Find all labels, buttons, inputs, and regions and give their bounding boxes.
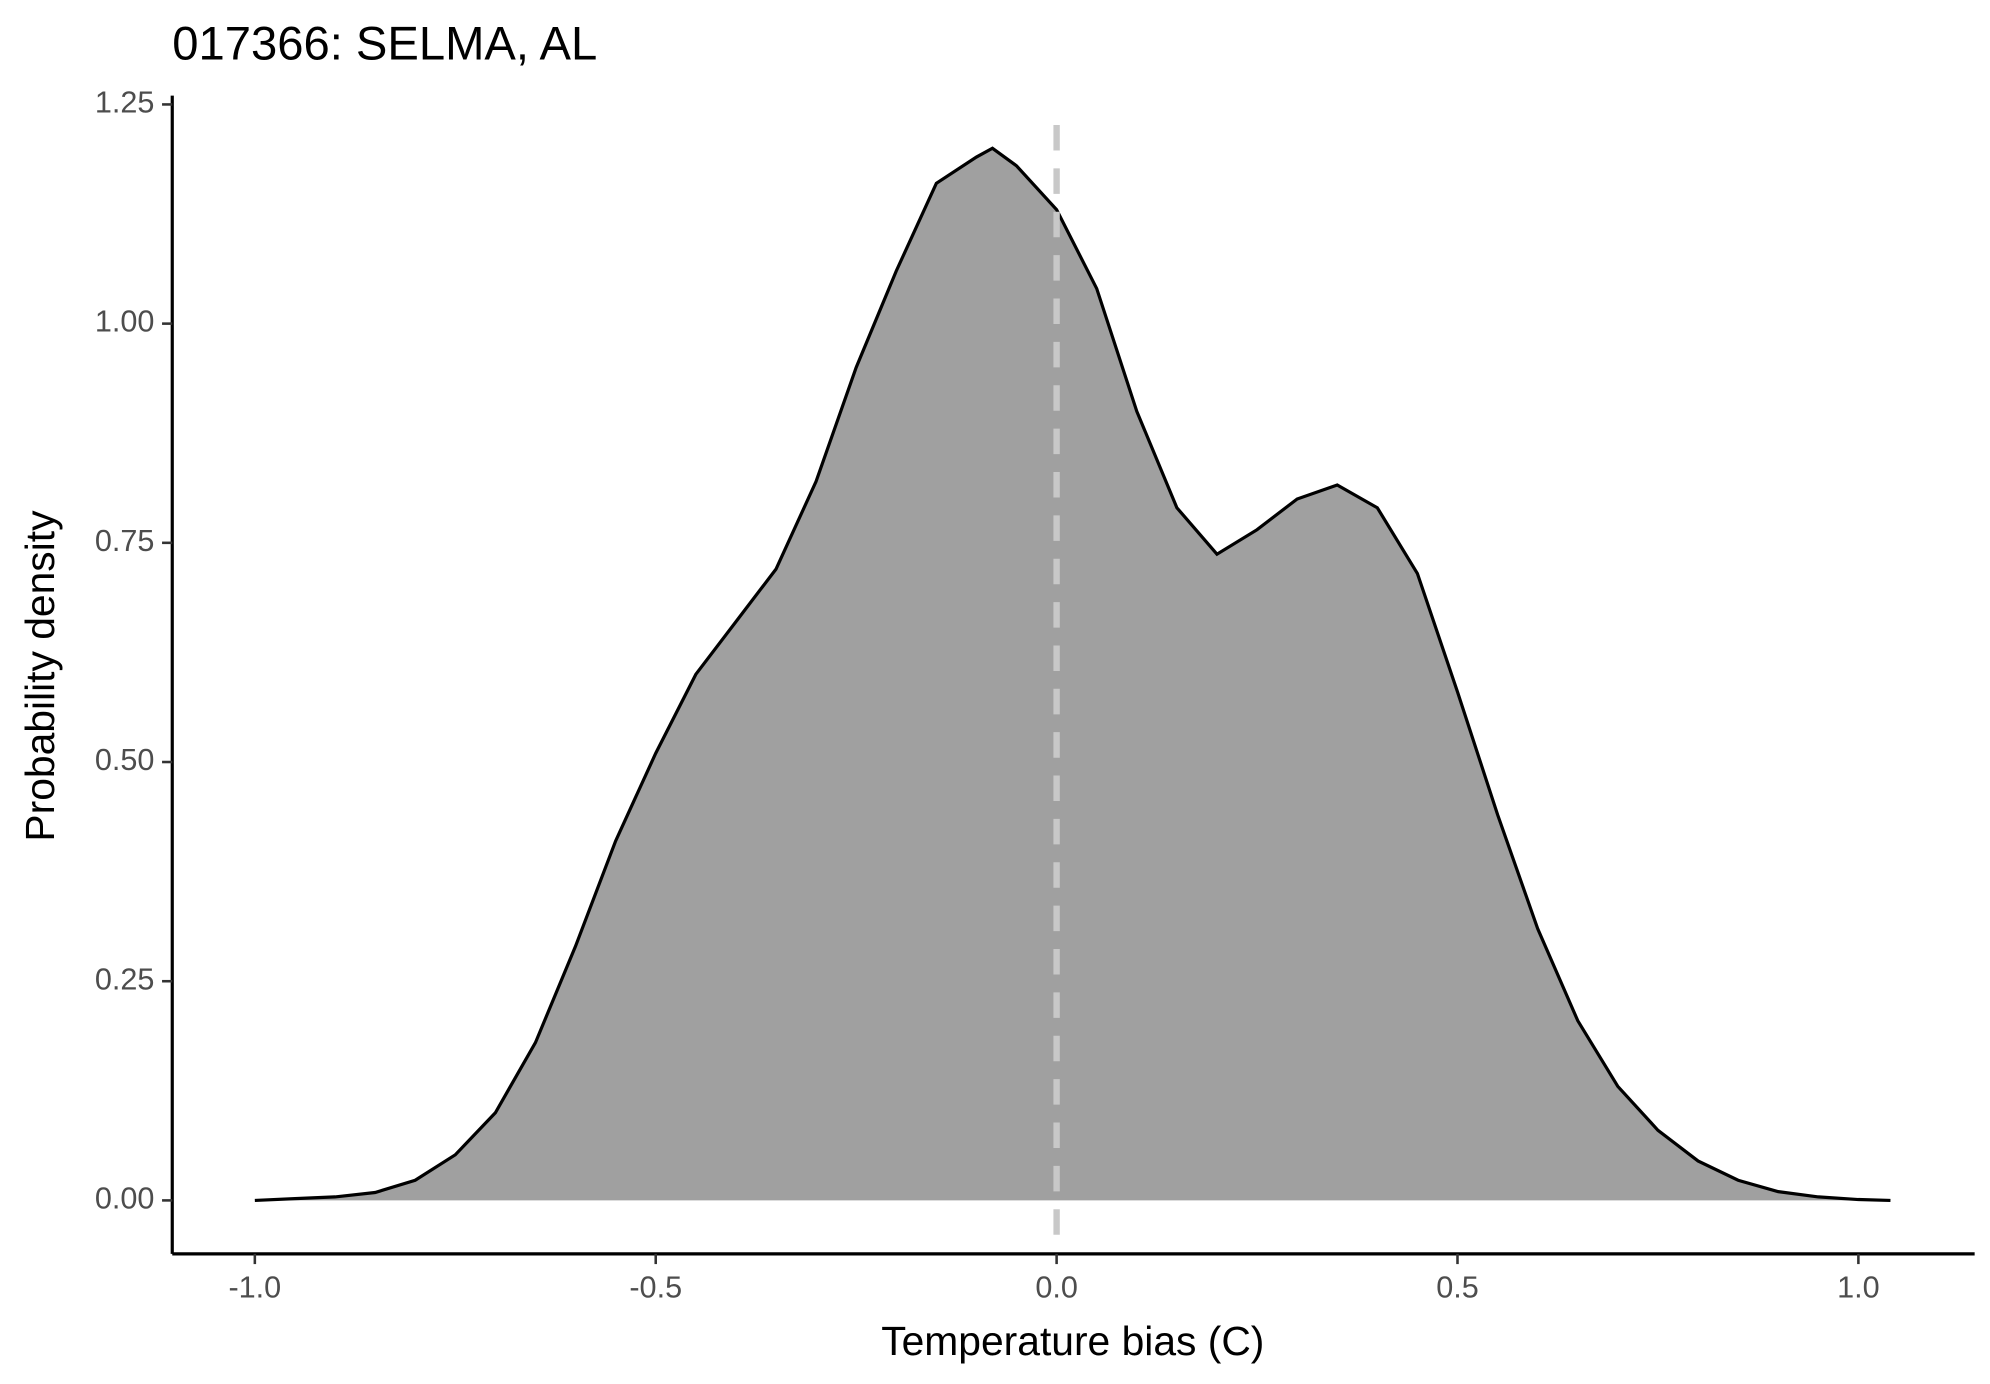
y-tick-label: 1.00	[95, 305, 155, 339]
x-tick-label: 0.0	[1035, 1271, 1078, 1305]
chart-title: 017366: SELMA, AL	[172, 18, 597, 71]
x-tick-label: 0.5	[1436, 1271, 1479, 1305]
y-tick-label: 0.50	[95, 743, 155, 777]
x-tick-label: -1.0	[228, 1271, 281, 1305]
density-area	[254, 148, 1891, 1201]
y-axis-label: Probability density	[17, 510, 63, 842]
density-line	[254, 146, 1891, 1203]
x-tick-label: -0.5	[629, 1271, 682, 1305]
y-tick-label: 0.00	[95, 1182, 155, 1216]
y-tick-label: 0.75	[95, 524, 155, 558]
x-tick-label: 1.0	[1837, 1271, 1880, 1305]
y-tick-label: 0.25	[95, 962, 155, 996]
x-axis-label: Temperature bias (C)	[881, 1318, 1264, 1364]
y-tick-label: 1.25	[95, 86, 155, 120]
